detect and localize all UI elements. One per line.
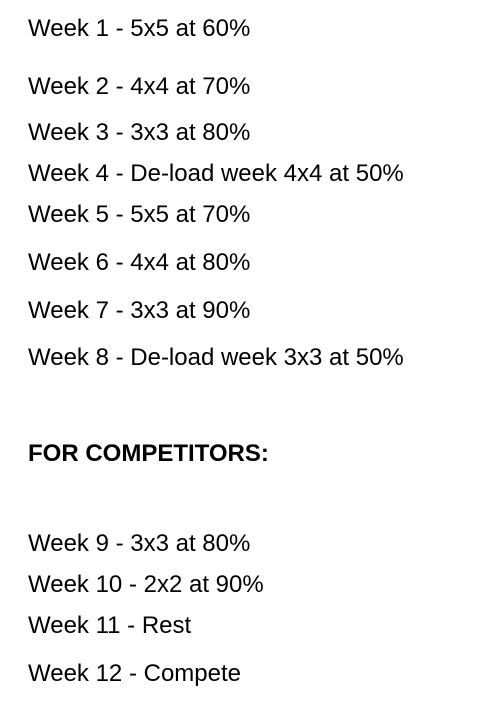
week-8-line: Week 8 - De-load week 3x3 at 50% <box>28 344 404 371</box>
week-10-line: Week 10 - 2x2 at 90% <box>28 571 264 598</box>
week-5-line: Week 5 - 5x5 at 70% <box>28 201 251 228</box>
week-7-line: Week 7 - 3x3 at 90% <box>28 297 251 324</box>
week-1-line: Week 1 - 5x5 at 60% <box>28 15 251 42</box>
week-4-line: Week 4 - De-load week 4x4 at 50% <box>28 160 404 187</box>
week-11-line: Week 11 - Rest <box>28 612 192 639</box>
week-12-line: Week 12 - Compete <box>28 660 241 687</box>
week-2-line: Week 2 - 4x4 at 70% <box>28 73 251 100</box>
competitors-heading: FOR COMPETITORS: <box>28 440 269 467</box>
week-3-line: Week 3 - 3x3 at 80% <box>28 119 251 146</box>
week-9-line: Week 9 - 3x3 at 80% <box>28 530 251 557</box>
week-6-line: Week 6 - 4x4 at 80% <box>28 249 251 276</box>
